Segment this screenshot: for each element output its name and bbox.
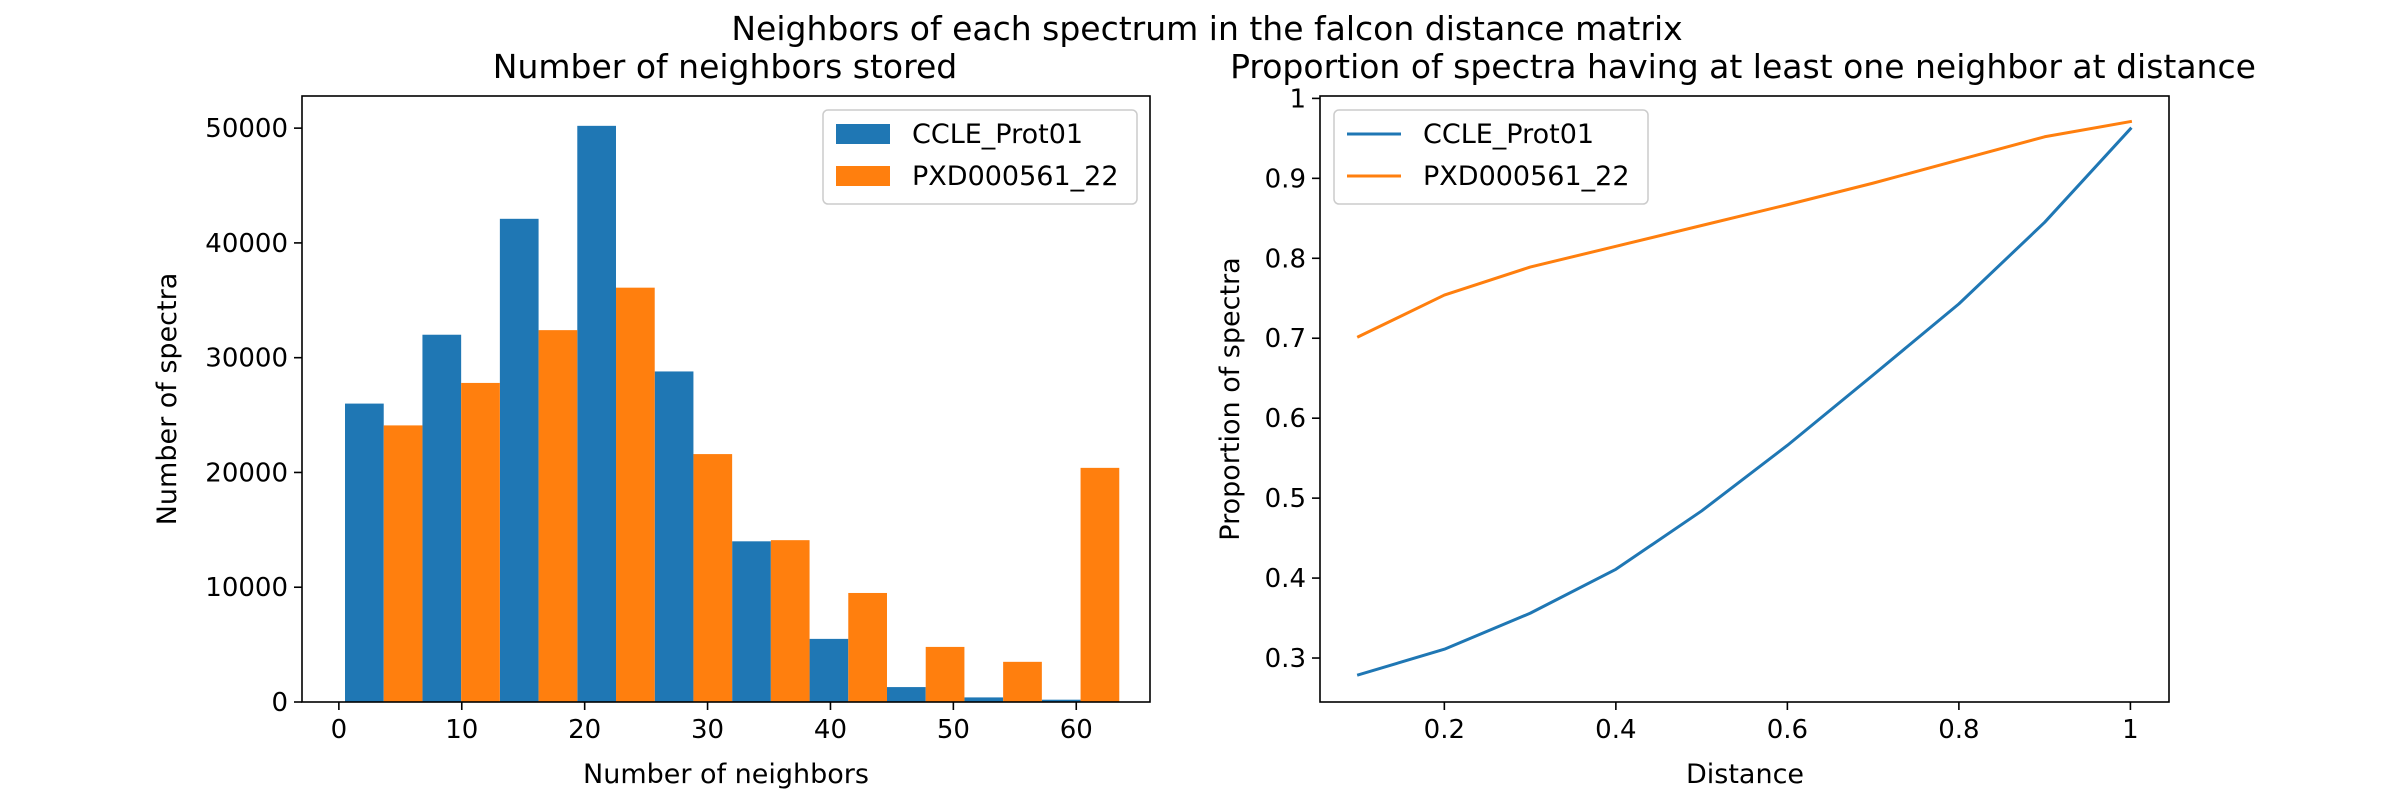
histogram-bar-ccle-8 (964, 697, 1004, 702)
histogram-x-ticks: 0 10 20 30 40 50 60 (331, 702, 1093, 745)
histogram-axes-frame (301, 95, 1151, 703)
line-chart-y-tick-label: 0.7 (1265, 324, 1306, 354)
histogram-y-tick-label: 20000 (205, 458, 288, 488)
histogram-bars (345, 125, 1120, 703)
histogram-bar-ccle-2 (499, 218, 539, 702)
histogram-x-tick-label: 40 (814, 715, 847, 745)
histogram-bar-pxd-7 (925, 646, 965, 702)
line-chart-series (1356, 119, 2133, 677)
histogram-legend-box (822, 109, 1138, 205)
histogram-legend-label-ccle: CCLE_Prot01 (912, 119, 1083, 150)
histogram-title: Number of neighbors stored (493, 47, 957, 86)
histogram-bar-pxd-0 (383, 425, 423, 702)
histogram-x-tick-label: 60 (1060, 715, 1093, 745)
histogram-bar-ccle-5 (732, 541, 771, 702)
histogram-legend-swatch-pxd (836, 166, 890, 186)
histogram-y-tick-label: 40000 (205, 229, 288, 259)
histogram-bar-pxd-4 (693, 454, 733, 702)
histogram-bar-pxd-2 (538, 330, 578, 702)
histogram-bar-ccle-4 (654, 371, 694, 702)
histogram-bar-ccle-3 (577, 125, 616, 703)
line-chart-y-tick-label: 1 (1289, 84, 1306, 114)
histogram-y-label: Number of spectra (152, 273, 183, 526)
histogram-bar-pxd-9 (1080, 467, 1120, 702)
line-chart-y-tick-label: 0.5 (1265, 484, 1306, 514)
histogram-y-ticks: 0 10000 20000 30000 40000 50000 (205, 114, 302, 718)
histogram-bar-pxd-5 (770, 540, 810, 702)
line-chart-y-tick-label: 0.6 (1265, 404, 1306, 434)
histogram-x-tick-label: 30 (691, 715, 724, 745)
histogram-bar-ccle-7 (887, 687, 926, 702)
histogram-bar-ccle-0 (345, 403, 384, 702)
histogram-y-tick-label: 30000 (205, 344, 288, 374)
line-chart-y-ticks: 0.3 0.4 0.5 0.6 0.7 0.8 0.9 1 (1265, 84, 1320, 674)
line-chart-x-tick-label: 0.2 (1424, 715, 1465, 745)
line-series-pxd (1356, 119, 2133, 339)
figure-suptitle: Neighbors of each spectrum in the falcon… (731, 9, 1682, 48)
line-chart-y-tick-label: 0.4 (1265, 564, 1306, 594)
histogram-bar-pxd-1 (461, 382, 500, 702)
line-chart-x-tick-label: 0.6 (1767, 715, 1808, 745)
histogram-x-tick-label: 0 (331, 715, 348, 745)
line-chart-y-tick-label: 0.8 (1265, 244, 1306, 274)
line-chart-legend-label-pxd: PXD000561_22 (1423, 161, 1630, 192)
histogram-legend-swatch-ccle (836, 124, 890, 144)
histogram-legend: CCLE_Prot01 PXD000561_22 (822, 109, 1138, 205)
line-chart-y-label: Proportion of spectra (1215, 257, 1246, 540)
histogram-bar-ccle-1 (422, 334, 462, 702)
line-chart-x-tick-label: 0.8 (1938, 715, 1979, 745)
histogram-bar-ccle-9 (1041, 699, 1081, 702)
histogram-bar-pxd-6 (848, 592, 887, 702)
line-chart-x-tick-label: 0.4 (1595, 715, 1636, 745)
line-chart-legend-label-ccle: CCLE_Prot01 (1423, 119, 1594, 150)
line-series-ccle (1356, 126, 2133, 677)
histogram-x-label: Number of neighbors (583, 759, 869, 790)
line-chart-title: Proportion of spectra having at least on… (1230, 47, 2256, 86)
histogram-bar-pxd-8 (1003, 661, 1042, 702)
line-chart-y-tick-label: 0.3 (1265, 644, 1306, 674)
line-chart-y-tick-label: 0.9 (1265, 164, 1306, 194)
histogram-y-tick-label: 10000 (205, 573, 288, 603)
line-chart-x-tick-label: 1 (2122, 715, 2139, 745)
histogram-x-tick-label: 10 (445, 715, 478, 745)
line-chart-axes-frame (1319, 95, 2170, 703)
histogram-bar-ccle-6 (809, 638, 849, 703)
histogram-bar-pxd-3 (616, 287, 655, 702)
neighbors-histogram-panel: Number of neighbors stored 0 10 20 30 40 50 60… (152, 47, 1151, 790)
histogram-y-tick-label: 50000 (205, 114, 288, 144)
histogram-x-tick-label: 50 (937, 715, 970, 745)
histogram-y-tick-label: 0 (271, 688, 288, 718)
line-chart-legend: CCLE_Prot01 PXD000561_22 (1333, 109, 1649, 205)
proportion-line-panel: Proportion of spectra having at least on… (1215, 47, 2256, 790)
line-chart-legend-box (1333, 109, 1649, 205)
histogram-legend-label-pxd: PXD000561_22 (912, 161, 1119, 192)
histogram-x-tick-label: 20 (568, 715, 601, 745)
line-chart-x-ticks: 0.2 0.4 0.6 0.8 1 (1424, 702, 2139, 745)
line-chart-x-label: Distance (1686, 759, 1804, 790)
